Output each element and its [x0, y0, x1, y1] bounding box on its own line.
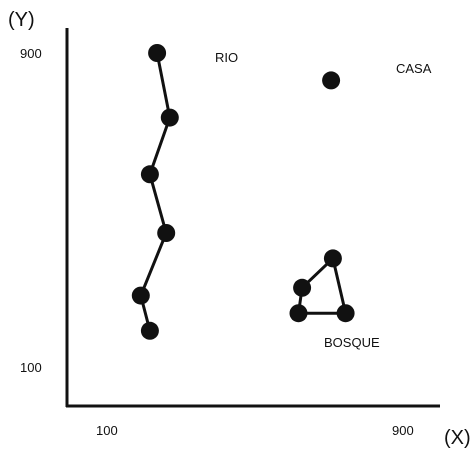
rio-point: [140, 165, 159, 184]
x-tick-label: 100: [96, 423, 118, 438]
bosque-points: [289, 249, 355, 323]
rio-point: [157, 224, 176, 242]
rio-label: RIO: [215, 50, 238, 65]
rio-point: [131, 286, 150, 305]
bosque-point: [323, 249, 342, 268]
x-tick-label: 900: [392, 423, 414, 438]
casa-point: [322, 71, 341, 90]
rio-point: [148, 44, 167, 62]
rio-point: [140, 321, 159, 340]
casa-label: CASA: [396, 61, 432, 76]
y-axis-title: (Y): [8, 9, 35, 31]
rio-points: [131, 44, 179, 340]
x-axis-title: (X): [444, 427, 471, 449]
y-tick-label: 100: [20, 360, 42, 375]
bosque-label: BOSQUE: [324, 335, 380, 350]
bosque-point: [289, 304, 308, 323]
rio-point: [160, 108, 179, 127]
y-tick-label: 900: [20, 46, 42, 61]
bosque-point: [336, 304, 355, 323]
bosque-point: [293, 278, 312, 297]
